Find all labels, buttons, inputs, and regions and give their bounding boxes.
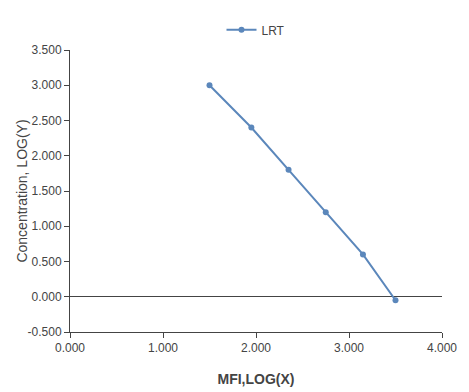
svg-text:0.000: 0.000	[55, 341, 85, 355]
svg-text:LRT: LRT	[262, 24, 285, 38]
svg-text:0.500: 0.500	[32, 255, 62, 269]
svg-text:4.000: 4.000	[427, 341, 457, 355]
svg-text:3.000: 3.000	[334, 341, 364, 355]
svg-text:3.000: 3.000	[32, 78, 62, 92]
svg-text:Concentration, LOG(Y): Concentration, LOG(Y)	[14, 119, 30, 262]
svg-text:2.000: 2.000	[32, 149, 62, 163]
svg-text:1.000: 1.000	[32, 219, 62, 233]
svg-text:2.000: 2.000	[241, 341, 271, 355]
svg-text:0.000: 0.000	[32, 290, 62, 304]
svg-text:2.500: 2.500	[32, 114, 62, 128]
svg-text:3.500: 3.500	[32, 43, 62, 57]
svg-text:1.500: 1.500	[32, 184, 62, 198]
svg-text:-0.500: -0.500	[28, 325, 62, 339]
svg-text:MFI,LOG(X): MFI,LOG(X)	[218, 371, 295, 387]
svg-text:1.000: 1.000	[148, 341, 178, 355]
